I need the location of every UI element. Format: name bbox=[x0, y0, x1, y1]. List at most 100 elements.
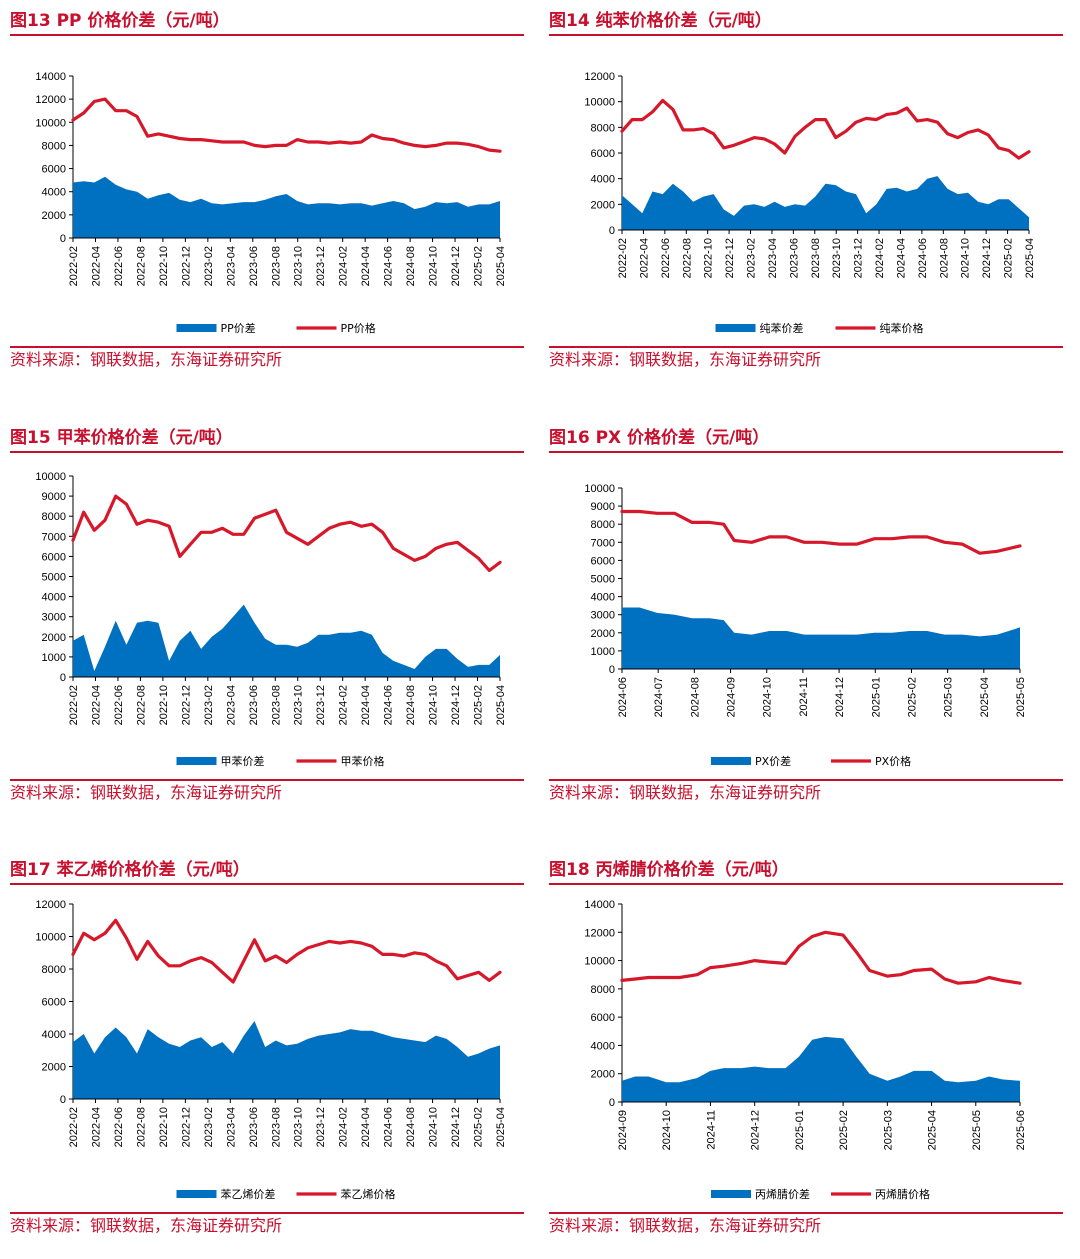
spread-area-series bbox=[73, 1021, 500, 1099]
source-note: 资料来源：钢联数据，东海证券研究所 bbox=[549, 1216, 822, 1235]
x-tick-label: 2024-08 bbox=[405, 246, 417, 286]
legend-price-label: PP价格 bbox=[341, 321, 376, 335]
x-tick-label: 2023-02 bbox=[203, 1107, 215, 1147]
x-tick-label: 2023-08 bbox=[810, 238, 822, 278]
source-rule bbox=[10, 1212, 524, 1214]
x-tick-label: 2022-08 bbox=[135, 685, 147, 725]
chart-title: 图15 甲苯价格价差（元/吨） bbox=[10, 428, 233, 448]
y-tick-label: 10000 bbox=[584, 956, 615, 968]
x-tick-label: 2023-04 bbox=[225, 246, 237, 286]
y-tick-label: 0 bbox=[609, 664, 615, 676]
spread-area-series bbox=[622, 176, 1029, 230]
x-tick-label: 2022-10 bbox=[158, 685, 170, 725]
x-tick-label: 2024-11 bbox=[798, 677, 810, 717]
x-tick-label: 2022-04 bbox=[90, 1107, 102, 1147]
x-tick-label: 2024-10 bbox=[428, 246, 440, 286]
x-tick-label: 2025-04 bbox=[979, 677, 991, 717]
x-tick-label: 2024-08 bbox=[405, 1107, 417, 1147]
y-tick-label: 2000 bbox=[42, 210, 66, 222]
y-tick-label: 3000 bbox=[42, 612, 66, 624]
x-tick-label: 2023-02 bbox=[203, 246, 215, 286]
y-tick-label: 3000 bbox=[591, 610, 615, 622]
source-note: 资料来源：钢联数据，东海证券研究所 bbox=[10, 350, 283, 369]
x-tick-label: 2025-04 bbox=[1024, 238, 1036, 278]
x-tick-label: 2024-12 bbox=[834, 677, 846, 717]
x-tick-label: 2025-04 bbox=[495, 246, 507, 286]
x-tick-label: 2022-10 bbox=[158, 246, 170, 286]
x-tick-label: 2022-02 bbox=[68, 246, 80, 286]
x-tick-label: 2025-02 bbox=[473, 685, 485, 725]
source-rule bbox=[10, 346, 524, 348]
x-tick-label: 2023-08 bbox=[270, 685, 282, 725]
x-tick-label: 2022-12 bbox=[180, 685, 192, 725]
y-tick-label: 10000 bbox=[35, 117, 66, 129]
x-tick-label: 2024-02 bbox=[874, 238, 886, 278]
y-tick-label: 8000 bbox=[42, 140, 66, 152]
source-rule bbox=[549, 346, 1063, 348]
x-tick-label: 2022-06 bbox=[113, 246, 125, 286]
x-tick-label: 2023-10 bbox=[293, 685, 305, 725]
chart-panel-2: 图14 纯苯价格价差（元/吨） 0 2000 4000 6000 8000 10000 12… bbox=[549, 8, 1063, 372]
legend-spread-swatch bbox=[711, 757, 751, 765]
x-tick-label: 2024-11 bbox=[705, 1110, 717, 1150]
title-rule bbox=[549, 883, 1063, 885]
x-tick-label: 2024-04 bbox=[360, 1107, 372, 1147]
legend-spread-label: PX价差 bbox=[755, 754, 791, 768]
x-tick-label: 2025-01 bbox=[870, 677, 882, 717]
y-tick-label: 2000 bbox=[591, 1069, 615, 1081]
y-tick-label: 12000 bbox=[584, 71, 615, 83]
price-line-series bbox=[71, 918, 502, 984]
y-tick-label: 2000 bbox=[591, 199, 615, 211]
y-tick-label: 6000 bbox=[42, 551, 66, 563]
x-tick-label: 2024-02 bbox=[338, 246, 350, 286]
x-tick-label: 2024-12 bbox=[450, 246, 462, 286]
chart-title: 图14 纯苯价格价差（元/吨） bbox=[549, 11, 772, 31]
x-tick-label: 2022-04 bbox=[90, 246, 102, 286]
y-tick-label: 0 bbox=[60, 1094, 66, 1106]
x-tick-label: 2023-10 bbox=[293, 246, 305, 286]
y-tick-label: 9000 bbox=[591, 501, 615, 513]
legend-spread-label: 丙烯腈价差 bbox=[755, 1187, 810, 1201]
chart-title: 图13 PP 价格价差（元/吨） bbox=[10, 11, 230, 31]
y-tick-label: 4000 bbox=[591, 174, 615, 186]
source-note: 资料来源：钢联数据，东海证券研究所 bbox=[10, 783, 283, 802]
x-tick-label: 2023-10 bbox=[831, 238, 843, 278]
legend-spread-label: PP价差 bbox=[221, 321, 256, 335]
x-tick-label: 2023-10 bbox=[293, 1107, 305, 1147]
x-tick-label: 2024-06 bbox=[383, 246, 395, 286]
y-tick-label: 12000 bbox=[35, 899, 66, 911]
y-tick-label: 6000 bbox=[591, 555, 615, 567]
legend-price-label: 苯乙烯价格 bbox=[341, 1187, 396, 1201]
title-rule bbox=[549, 34, 1063, 36]
x-tick-label: 2022-12 bbox=[180, 1107, 192, 1147]
y-tick-label: 10000 bbox=[35, 471, 66, 483]
y-tick-label: 0 bbox=[60, 233, 66, 245]
x-tick-label: 2023-06 bbox=[248, 1107, 260, 1147]
chart-svg: 0 2000 4000 6000 8000 10000 12000 14000 2022-02 2… bbox=[35, 71, 507, 335]
x-tick-label: 2024-10 bbox=[428, 1107, 440, 1147]
x-tick-label: 2022-02 bbox=[68, 685, 80, 725]
chart-panel-4: 图16 PX 价格价差（元/吨） 0 1000 2000 3000 4000 5000 60… bbox=[549, 425, 1063, 805]
chart-panel-1: 图13 PP 价格价差（元/吨） 0 2000 4000 6000 8000 10000 1… bbox=[10, 8, 524, 372]
y-tick-label: 2000 bbox=[42, 632, 66, 644]
chart-title: 图18 丙烯腈价格价差（元/吨） bbox=[549, 860, 789, 880]
x-tick-label: 2023-12 bbox=[315, 246, 327, 286]
x-tick-label: 2023-08 bbox=[270, 1107, 282, 1147]
price-line-series bbox=[71, 494, 502, 573]
x-tick-label: 2023-02 bbox=[203, 685, 215, 725]
x-tick-label: 2024-09 bbox=[726, 677, 738, 717]
title-rule bbox=[549, 451, 1063, 453]
y-tick-label: 8000 bbox=[591, 519, 615, 531]
title-rule bbox=[10, 883, 524, 885]
y-tick-label: 8000 bbox=[591, 122, 615, 134]
y-tick-label: 10000 bbox=[584, 97, 615, 109]
x-tick-label: 2022-06 bbox=[113, 1107, 125, 1147]
chart-panel-3: 图15 甲苯价格价差（元/吨） 0 1000 2000 3000 4000 5000 600… bbox=[10, 425, 524, 805]
y-tick-label: 9000 bbox=[42, 491, 66, 503]
legend-spread-swatch bbox=[176, 757, 217, 765]
x-tick-label: 2025-01 bbox=[794, 1110, 806, 1150]
x-tick-label: 2023-04 bbox=[767, 238, 779, 278]
x-tick-label: 2024-08 bbox=[405, 685, 417, 725]
spread-area-series bbox=[73, 604, 500, 677]
y-tick-label: 4000 bbox=[591, 592, 615, 604]
